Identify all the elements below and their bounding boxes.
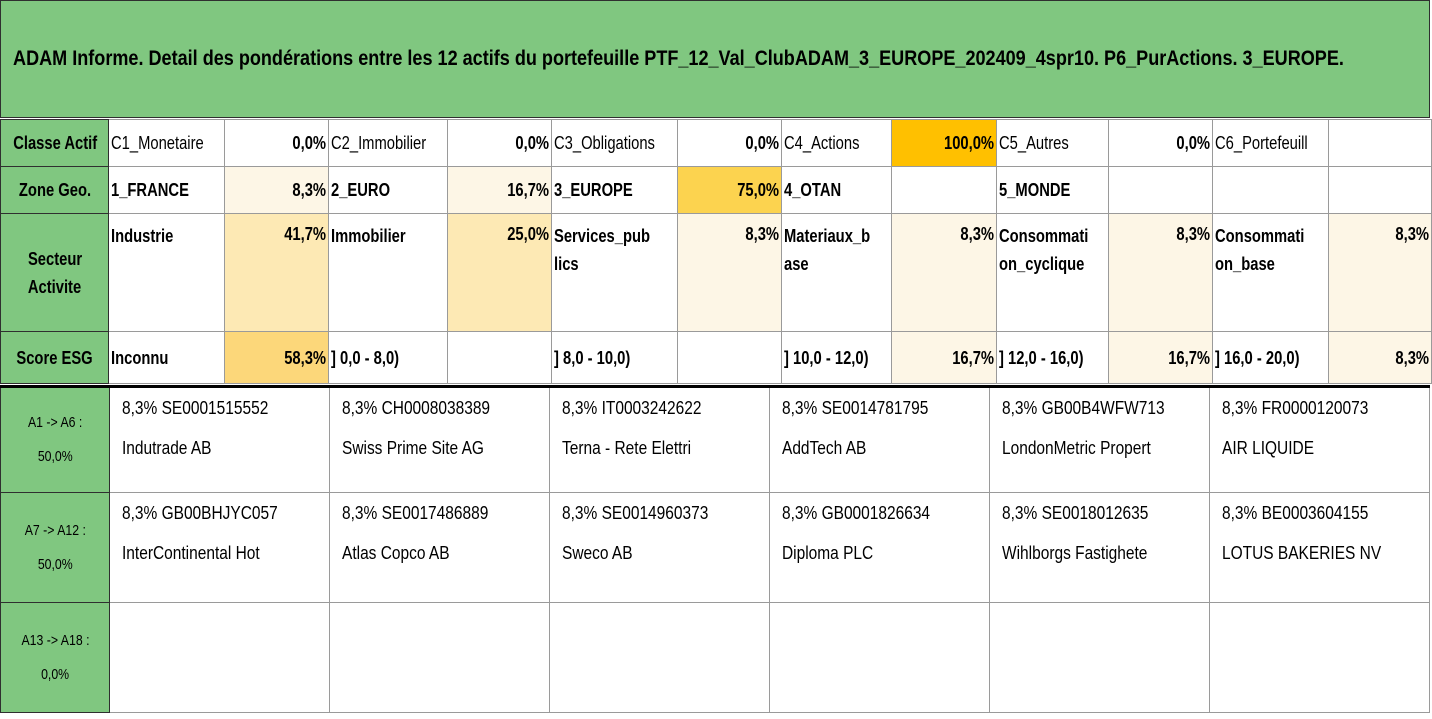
asset-cell: 8,3% GB0001826634 Diploma PLC xyxy=(769,492,990,603)
score-esg-label: ] 12,0 - 16,0) xyxy=(996,331,1110,384)
score-esg-value xyxy=(447,331,553,384)
zone-geo-value xyxy=(1328,166,1432,214)
secteur-value: 8,3% xyxy=(677,213,783,332)
classe-actif-label: C1_Monetaire xyxy=(108,119,226,167)
score-esg-label: ] 10,0 - 12,0) xyxy=(781,331,893,384)
score-esg-label: Inconnu xyxy=(108,331,226,384)
classe-actif-label: C5_Autres xyxy=(996,119,1110,167)
score-esg-label: ] 16,0 - 20,0) xyxy=(1212,331,1330,384)
asset-cell: 8,3% IT0003242622 Terna - Rete Elettri xyxy=(549,386,770,493)
asset-group-header: A13 -> A18 :0,0% xyxy=(0,602,110,713)
asset-group-row: A7 -> A12 :50,0% 8,3% GB00BHJYC057 InterC… xyxy=(0,492,1430,603)
classe-actif-label: C4_Actions xyxy=(781,119,893,167)
classe-actif-header: Classe Actif xyxy=(0,119,110,167)
zone-geo-label: 3_EUROPE xyxy=(551,166,679,214)
zone-geo-label: 1_FRANCE xyxy=(108,166,226,214)
asset-cell xyxy=(329,602,550,713)
classe-actif-value: 0,0% xyxy=(1108,119,1214,167)
zone-geo-value: 16,7% xyxy=(447,166,553,214)
score-esg-row: Score ESG Inconnu 58,3% ] 0,0 - 8,0) ] 8… xyxy=(0,331,1432,384)
classe-actif-label: C3_Obligations xyxy=(551,119,679,167)
zone-geo-value: 75,0% xyxy=(677,166,783,214)
secteur-header: Secteur Activite xyxy=(0,213,110,332)
classe-actif-value: 100,0% xyxy=(891,119,998,167)
secteur-label: Materiaux_b ase xyxy=(781,213,893,332)
asset-cell: 8,3% CH0008038389 Swiss Prime Site AG xyxy=(329,386,550,493)
asset-cell xyxy=(109,602,330,713)
allocation-grid: Classe Actif C1_Monetaire 0,0% C2_Immobi… xyxy=(0,119,1432,384)
secteur-value: 25,0% xyxy=(447,213,553,332)
classe-actif-row: Classe Actif C1_Monetaire 0,0% C2_Immobi… xyxy=(0,119,1432,167)
zone-geo-label xyxy=(1212,166,1330,214)
score-esg-label: ] 0,0 - 8,0) xyxy=(328,331,449,384)
asset-cell: 8,3% SE0014960373 Sweco AB xyxy=(549,492,770,603)
secteur-label: Immobilier xyxy=(328,213,449,332)
report-title-bar: ADAM Informe. Detail des pondérations en… xyxy=(0,0,1430,118)
zone-geo-row: Zone Geo. 1_FRANCE 8,3% 2_EURO 16,7% 3_E… xyxy=(0,166,1432,214)
score-esg-value: 16,7% xyxy=(1108,331,1214,384)
asset-cell xyxy=(549,602,770,713)
zone-geo-value xyxy=(891,166,998,214)
asset-cell xyxy=(769,602,990,713)
secteur-label: Industrie xyxy=(108,213,226,332)
asset-cell: 8,3% BE0003604155 LOTUS BAKERIES NV xyxy=(1209,492,1430,603)
classe-actif-label: C6_Portefeuill xyxy=(1212,119,1330,167)
secteur-value: 8,3% xyxy=(1328,213,1432,332)
score-esg-value: 16,7% xyxy=(891,331,998,384)
asset-cell: 8,3% SE0017486889 Atlas Copco AB xyxy=(329,492,550,603)
secteur-label: Consommati on_base xyxy=(1212,213,1330,332)
asset-cell: 8,3% FR0000120073 AIR LIQUIDE xyxy=(1209,386,1430,493)
asset-cell xyxy=(989,602,1210,713)
asset-cell: 8,3% GB00B4WFW713 LondonMetric Propert xyxy=(989,386,1210,493)
score-esg-value: 8,3% xyxy=(1328,331,1432,384)
asset-group-row: A1 -> A6 :50,0% 8,3% SE0001515552 Indutra… xyxy=(0,386,1430,493)
asset-cell: 8,3% GB00BHJYC057 InterContinental Hot xyxy=(109,492,330,603)
asset-group-header: A7 -> A12 :50,0% xyxy=(0,492,110,603)
secteur-label: Services_pub lics xyxy=(551,213,679,332)
classe-actif-value: 0,0% xyxy=(447,119,553,167)
classe-actif-value xyxy=(1328,119,1432,167)
asset-group-header: A1 -> A6 :50,0% xyxy=(0,386,110,493)
asset-cell: 8,3% SE0018012635 Wihlborgs Fastighete xyxy=(989,492,1210,603)
asset-cell: 8,3% SE0001515552 Indutrade AB xyxy=(109,386,330,493)
score-esg-header: Score ESG xyxy=(0,331,110,384)
asset-cell: 8,3% SE0014781795 AddTech AB xyxy=(769,386,990,493)
asset-cell xyxy=(1209,602,1430,713)
secteur-value: 8,3% xyxy=(1108,213,1214,332)
zone-geo-header: Zone Geo. xyxy=(0,166,110,214)
score-esg-value: 58,3% xyxy=(224,331,330,384)
classe-actif-label: C2_Immobilier xyxy=(328,119,449,167)
zone-geo-value xyxy=(1108,166,1214,214)
score-esg-label: ] 8,0 - 10,0) xyxy=(551,331,679,384)
assets-grid: A1 -> A6 :50,0% 8,3% SE0001515552 Indutra… xyxy=(0,385,1430,713)
zone-geo-label: 5_MONDE xyxy=(996,166,1110,214)
zone-geo-label: 2_EURO xyxy=(328,166,449,214)
secteur-label: Consommati on_cyclique xyxy=(996,213,1110,332)
classe-actif-value: 0,0% xyxy=(224,119,330,167)
classe-actif-value: 0,0% xyxy=(677,119,783,167)
report-title: ADAM Informe. Detail des pondérations en… xyxy=(13,47,1344,70)
zone-geo-label: 4_OTAN xyxy=(781,166,893,214)
zone-geo-value: 8,3% xyxy=(224,166,330,214)
score-esg-value xyxy=(677,331,783,384)
asset-group-row: A13 -> A18 :0,0% xyxy=(0,602,1430,713)
secteur-row: Secteur Activite Industrie 41,7% Immobil… xyxy=(0,213,1432,332)
secteur-value: 8,3% xyxy=(891,213,998,332)
secteur-value: 41,7% xyxy=(224,213,330,332)
